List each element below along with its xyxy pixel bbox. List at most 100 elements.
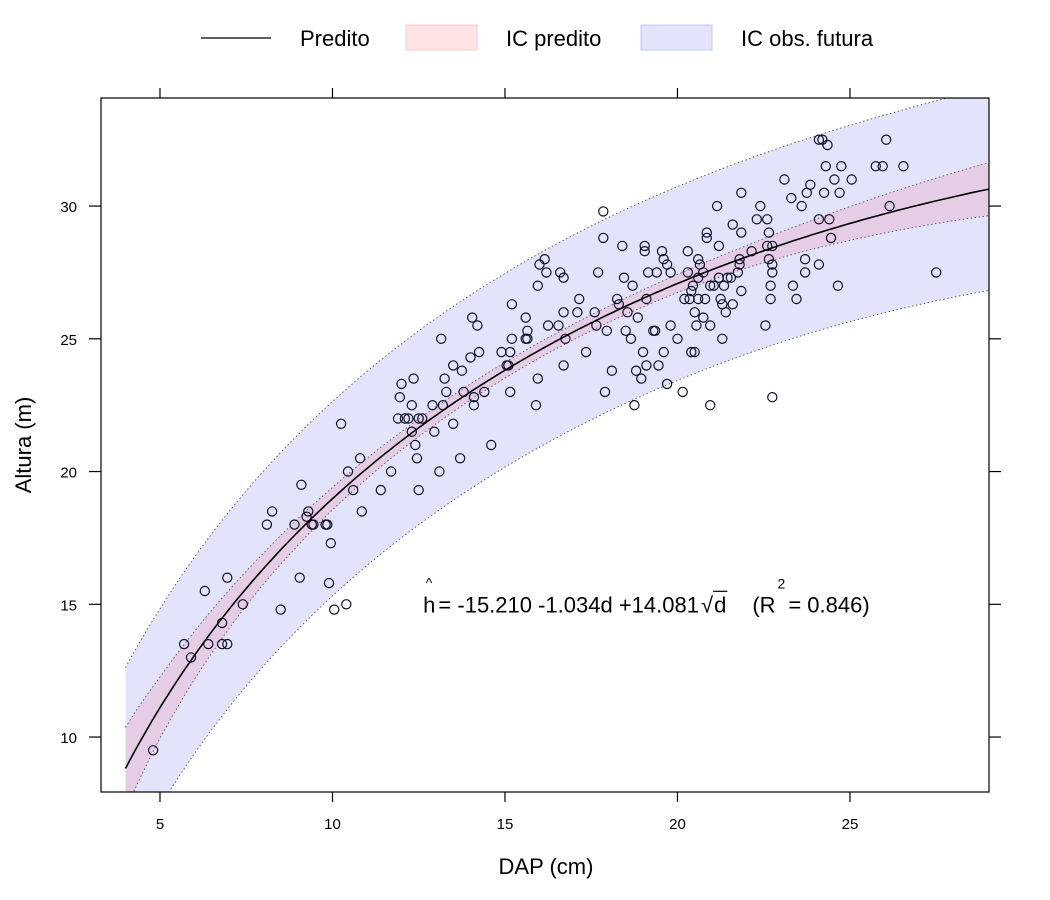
data-point-95: [592, 267, 604, 278]
axis-ticks: 5 10 15 20 25 10 15 20 25 30: [60, 88, 1001, 833]
data-point-80: [534, 259, 545, 270]
data-point-111: [632, 312, 644, 323]
pred-band-upper-edge: [125, 162, 989, 728]
data-point-34: [394, 392, 405, 403]
data-point-35: [396, 378, 407, 390]
data-point-196: [813, 134, 825, 145]
data-point-2: [185, 652, 197, 663]
data-point-179: [763, 227, 775, 238]
data-point-5: [216, 638, 228, 650]
data-point-104: [618, 272, 630, 283]
data-point-65: [486, 439, 497, 451]
data-point-176: [760, 320, 771, 331]
data-point-7: [222, 572, 233, 583]
data-point-122: [653, 360, 664, 371]
data-point-51: [439, 373, 450, 384]
x-axis-title: DAP (cm): [499, 854, 594, 879]
data-point-60: [468, 400, 480, 411]
data-point-9: [237, 599, 248, 610]
data-point-106: [622, 307, 633, 318]
data-point-28: [348, 484, 359, 496]
data-point-124: [658, 346, 669, 358]
data-point-192: [799, 254, 811, 265]
data-point-81: [539, 254, 550, 265]
data-point-146: [698, 267, 709, 278]
data-point-90: [572, 307, 583, 318]
data-point-25: [335, 418, 347, 429]
legend-label-ic-obs-futura: IC obs. futura: [741, 26, 874, 51]
data-point-19: [308, 519, 319, 530]
data-point-143: [693, 254, 704, 265]
data-point-1: [178, 638, 190, 650]
legend-label-predito: Predito: [300, 26, 370, 51]
confidence-band: [125, 162, 989, 792]
y-tick-label-30: 30: [60, 199, 77, 216]
data-point-212: [881, 134, 892, 145]
data-point-84: [553, 320, 564, 331]
data-point-109: [629, 400, 640, 411]
data-point-10: [261, 519, 273, 530]
data-point-177: [762, 240, 773, 252]
data-point-62: [472, 320, 483, 331]
data-point-157: [713, 240, 725, 252]
data-point-168: [734, 254, 745, 265]
data-point-31: [375, 484, 386, 496]
data-point-180: [763, 254, 775, 265]
legend: Predito IC predito IC obs. futura: [201, 24, 874, 51]
y-tick-label-15: 15: [60, 597, 77, 614]
data-point-121: [651, 267, 663, 278]
data-point-103: [617, 240, 628, 252]
data-point-156: [713, 272, 725, 283]
y-tick-label-25: 25: [60, 332, 77, 349]
data-point-208: [836, 160, 847, 172]
data-point-47: [429, 426, 440, 437]
data-point-54: [448, 360, 459, 371]
data-point-206: [832, 280, 844, 291]
equation-sqrt-arg: d: [714, 592, 726, 617]
data-point-152: [705, 320, 716, 331]
data-point-26: [341, 599, 352, 610]
data-point-207: [834, 187, 845, 198]
equation-sqrt-sign: √: [701, 592, 714, 617]
data-point-202: [822, 139, 833, 151]
data-point-187: [779, 174, 790, 185]
data-point-128: [665, 267, 676, 278]
data-point-132: [679, 293, 690, 305]
data-point-63: [473, 346, 485, 358]
data-point-96: [598, 232, 609, 244]
data-point-41: [410, 439, 421, 451]
data-point-150: [701, 232, 713, 244]
data-point-137: [686, 285, 697, 297]
pred-band-lower-edge: [133, 215, 989, 792]
data-point-167: [732, 267, 744, 278]
data-point-43: [413, 484, 424, 496]
data-point-183: [767, 259, 778, 270]
equation-text: = -15.210 -1.034d +14.081: [438, 592, 699, 617]
data-point-123: [656, 245, 668, 257]
data-point-151: [705, 280, 716, 291]
data-point-29: [354, 453, 366, 464]
data-point-114: [639, 240, 650, 252]
data-point-203: [824, 214, 835, 225]
data-point-45: [417, 413, 428, 424]
y-axis-title: Altura (m): [11, 397, 36, 494]
data-point-215: [931, 267, 942, 278]
data-point-53: [448, 418, 459, 429]
data-point-49: [436, 333, 447, 344]
data-point-172: [736, 285, 747, 297]
data-point-163: [722, 272, 733, 283]
data-point-201: [820, 160, 832, 172]
data-point-3: [199, 585, 210, 597]
data-point-33: [392, 413, 404, 424]
data-point-44: [413, 413, 424, 424]
data-point-211: [877, 160, 888, 172]
data-point-164: [725, 272, 737, 283]
data-point-144: [693, 293, 704, 305]
data-point-21: [322, 519, 333, 530]
data-point-213: [884, 200, 895, 212]
data-point-184: [767, 267, 778, 278]
x-tick-label-25: 25: [842, 816, 859, 833]
data-point-11: [266, 506, 278, 517]
data-point-101: [611, 293, 623, 305]
plot-frame: [100, 97, 990, 793]
